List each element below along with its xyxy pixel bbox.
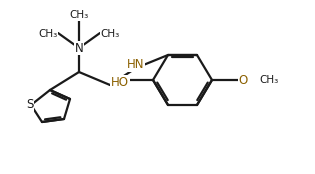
- Text: HN: HN: [127, 58, 145, 72]
- Text: CH₃: CH₃: [38, 29, 58, 39]
- Text: CH₃: CH₃: [69, 10, 89, 20]
- Text: HO: HO: [111, 76, 129, 89]
- Text: N: N: [75, 42, 83, 54]
- Text: S: S: [26, 98, 34, 112]
- Text: CH₃: CH₃: [259, 75, 279, 85]
- Text: O: O: [238, 73, 248, 86]
- Text: CH₃: CH₃: [100, 29, 120, 39]
